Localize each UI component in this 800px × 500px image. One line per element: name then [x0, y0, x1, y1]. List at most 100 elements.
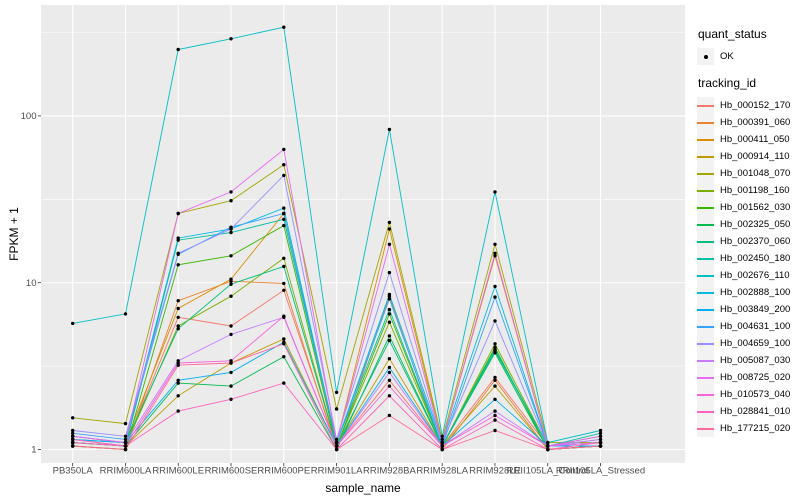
- series-color-line-icon: [697, 172, 714, 175]
- legend-item: Hb_000914_110: [697, 148, 797, 165]
- data-point: [334, 437, 339, 442]
- data-point: [598, 428, 603, 433]
- data-point: [176, 211, 180, 216]
- data-point: [334, 447, 339, 452]
- data-point: [71, 434, 75, 438]
- data-point: [493, 342, 497, 346]
- data-point: [123, 447, 128, 452]
- legend-item-label: Hb_002676_110: [720, 270, 790, 281]
- data-point: [598, 431, 603, 435]
- ok-point-key: [697, 48, 714, 65]
- data-point: [176, 363, 180, 367]
- data-point: [387, 242, 392, 246]
- data-point: [493, 190, 497, 194]
- legend-key-line: [697, 216, 714, 233]
- data-point: [176, 381, 180, 385]
- data-point: [493, 378, 497, 382]
- data-point: [387, 365, 392, 370]
- data-point: [176, 306, 180, 311]
- x-tick-labels: PB350LA RRIM600LA RRIM600LE RRIM600SE RRIM60…: [53, 466, 646, 477]
- x-tick-label: RRII105LA_Control: [507, 466, 589, 477]
- data-point: [282, 206, 286, 210]
- legend-item: Hb_028841_010: [697, 403, 797, 420]
- series-color-line-icon: [697, 240, 714, 243]
- legend-title-tracking-id: tracking_id: [698, 76, 757, 90]
- data-point: [71, 440, 75, 445]
- legend-item-label: Hb_000391_060: [720, 117, 791, 128]
- data-points: [71, 25, 603, 452]
- y-tick-labels: 1 10 100: [21, 111, 37, 456]
- legend-item: Hb_002325_050: [697, 216, 797, 233]
- legend-key-line: [697, 267, 714, 284]
- legend-item-label: Hb_010573_040: [720, 389, 791, 400]
- data-point: [282, 264, 286, 269]
- data-point: [282, 223, 286, 228]
- data-point: [123, 444, 128, 448]
- data-point: [282, 281, 286, 286]
- legend-key-line: [697, 318, 714, 335]
- legend-item: Hb_008725_020: [697, 369, 797, 386]
- series-color-line-icon: [697, 291, 714, 294]
- series-color-line-icon: [697, 223, 714, 226]
- legend-item-label: Hb_002888_100: [720, 287, 791, 298]
- data-point: [546, 447, 550, 452]
- legend-item-label: Hb_005087_030: [720, 355, 791, 366]
- legend-item-label: Hb_004659_100: [720, 338, 791, 349]
- data-point: [176, 409, 180, 413]
- legend-item: Hb_177215_020: [697, 420, 797, 437]
- x-axis-title: sample_name: [325, 481, 401, 495]
- data-point: [229, 230, 233, 235]
- data-point: [334, 440, 339, 445]
- data-point: [440, 444, 444, 448]
- data-point: [229, 254, 233, 258]
- data-point: [282, 342, 286, 346]
- legend-key-line: [697, 250, 714, 267]
- series-color-line-icon: [697, 359, 714, 362]
- data-point: [493, 397, 497, 401]
- x-tick-label: RRII105LA_Stressed: [556, 466, 645, 477]
- legend-item-label: Hb_008725_020: [720, 372, 791, 383]
- data-point: [71, 437, 75, 442]
- legend-key-line: [697, 114, 714, 131]
- data-point: [123, 440, 128, 445]
- data-point: [229, 324, 233, 328]
- legend-key-line: [697, 284, 714, 301]
- data-point: [387, 357, 392, 361]
- point-marker-icon: [703, 54, 708, 59]
- data-point: [282, 314, 286, 318]
- panel-background: [41, 5, 685, 463]
- legend-key-line: [697, 301, 714, 318]
- data-point: [546, 440, 550, 445]
- data-point: [493, 319, 497, 323]
- series-color-line-icon: [697, 393, 714, 396]
- data-point: [387, 292, 392, 297]
- x-tick-label: PB350LA: [53, 466, 94, 477]
- y-tick-label: 100: [21, 111, 37, 122]
- legend-key-line: [697, 182, 714, 199]
- data-point: [282, 25, 286, 29]
- data-point: [493, 251, 497, 255]
- data-point: [123, 434, 128, 438]
- legend-item: Hb_000152_170: [697, 97, 797, 114]
- series-color-line-icon: [697, 121, 714, 124]
- data-point: [229, 332, 233, 337]
- data-point: [387, 334, 392, 338]
- x-tick-label: RRIM928BA: [363, 466, 416, 477]
- data-point: [229, 397, 233, 401]
- data-point: [334, 444, 339, 448]
- series-color-line-icon: [697, 189, 714, 192]
- data-point: [71, 428, 75, 433]
- legend-item-label: Hb_000411_050: [720, 134, 790, 145]
- data-point: [440, 440, 444, 445]
- legend-key-line: [697, 199, 714, 216]
- series-color-line-icon: [697, 308, 714, 311]
- data-point: [282, 173, 286, 178]
- data-point: [493, 428, 497, 433]
- data-point: [387, 378, 392, 382]
- x-tick-label: RRIM928LA: [416, 466, 468, 477]
- series-color-line-icon: [697, 325, 714, 328]
- y-tick-label: 10: [26, 278, 37, 289]
- series-color-line-icon: [697, 138, 714, 141]
